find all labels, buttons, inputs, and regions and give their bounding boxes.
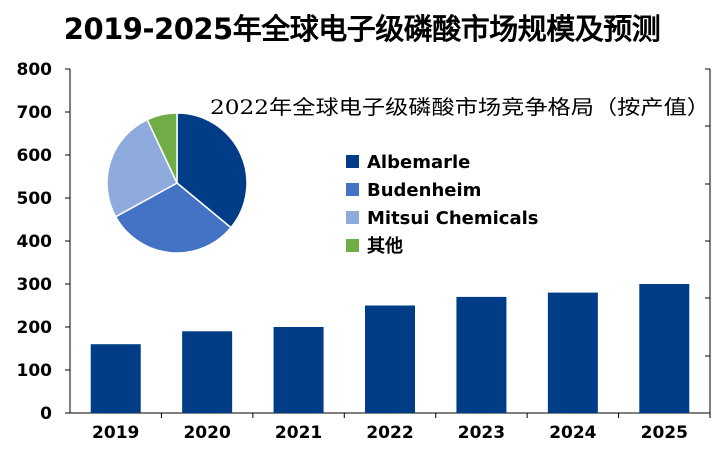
- y-tick-label: 700: [17, 103, 53, 123]
- bar: [456, 296, 507, 413]
- legend-swatch: [346, 183, 359, 196]
- x-tick-label: 2025: [641, 423, 688, 443]
- x-tick-label: 2020: [183, 423, 230, 443]
- y-tick-label: 800: [17, 60, 53, 80]
- bar: [90, 344, 141, 413]
- legend-swatch: [346, 211, 359, 224]
- y-tick-label: 200: [17, 318, 53, 338]
- chart-title: 2019-2025年全球电子级磷酸市场规模及预测: [63, 12, 661, 46]
- legend-label: Budenheim: [367, 180, 481, 201]
- bar: [182, 331, 233, 413]
- y-tick-label: 600: [17, 146, 53, 166]
- x-tick-label: 2022: [366, 423, 413, 443]
- x-tick-label: 2019: [92, 423, 139, 443]
- y-tick-label: 300: [17, 275, 53, 295]
- bar: [547, 292, 598, 413]
- legend-swatch: [346, 155, 359, 168]
- y-tick-label: 500: [17, 189, 53, 209]
- pie-slice: [114, 182, 232, 254]
- legend-label: Albemarle: [367, 152, 470, 173]
- x-tick-label: 2024: [549, 423, 596, 443]
- legend-swatch: [346, 239, 359, 252]
- y-tick-label: 0: [40, 404, 52, 424]
- bar: [365, 305, 415, 413]
- bar: [639, 284, 690, 413]
- x-tick-label: 2023: [458, 423, 505, 443]
- legend-label: 其他: [367, 235, 403, 257]
- x-tick-label: 2021: [275, 423, 322, 443]
- y-tick-label: 400: [17, 232, 53, 252]
- legend-label: Mitsui Chemicals: [367, 208, 539, 229]
- pie-slice: [176, 112, 248, 229]
- bar: [273, 327, 324, 413]
- pie-slice: [106, 118, 178, 218]
- y-tick-label: 100: [17, 361, 53, 381]
- pie-title: 2022年全球电子级磷酸市场竞争格局（按产值）: [210, 95, 710, 119]
- pie-slice: [146, 112, 178, 184]
